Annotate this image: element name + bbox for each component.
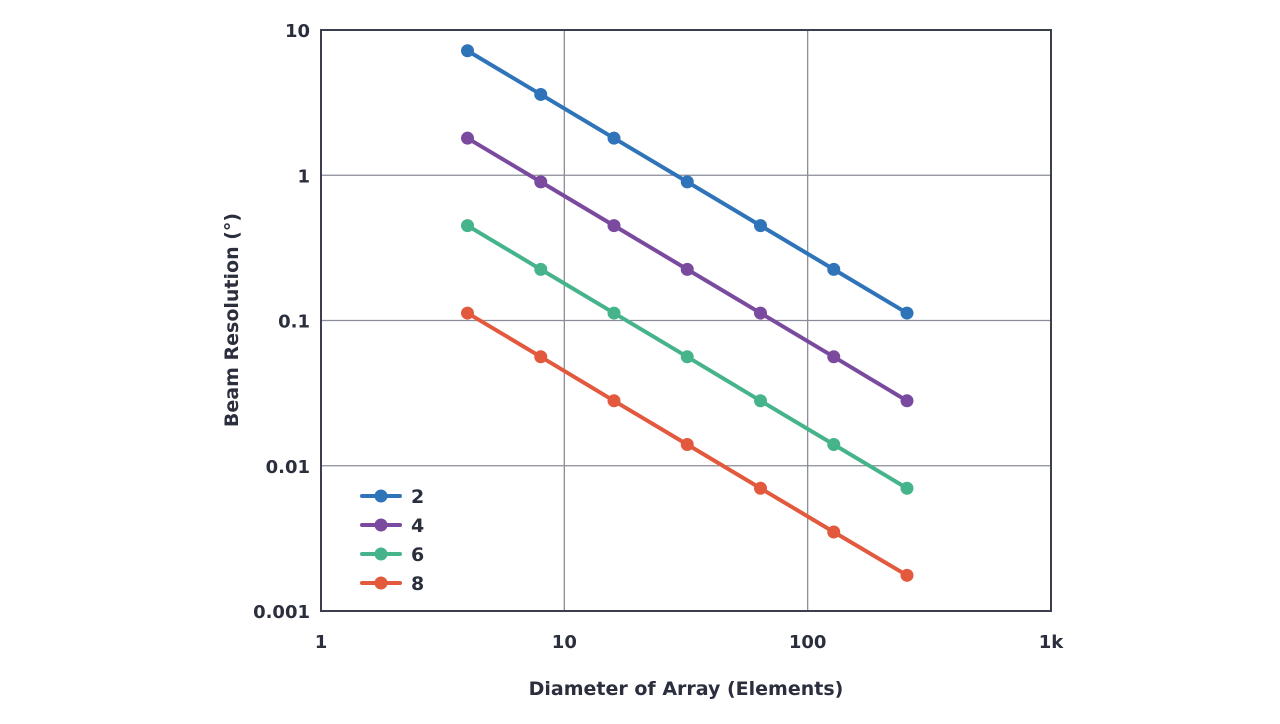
- data-point: [534, 262, 548, 276]
- legend-item-2: 2: [360, 486, 424, 508]
- data-point: [607, 131, 621, 145]
- data-point: [827, 438, 841, 452]
- x-tick-label: 1k: [1039, 632, 1065, 653]
- series-4: [461, 131, 914, 408]
- data-point: [607, 306, 621, 320]
- series-2: [461, 44, 914, 320]
- data-point: [754, 306, 768, 320]
- data-point: [534, 87, 548, 101]
- y-tick-label: 0.01: [266, 457, 310, 478]
- legend-label: 2: [411, 486, 424, 508]
- legend-label: 4: [411, 515, 424, 537]
- grid: [320, 29, 1052, 612]
- data-point: [827, 350, 841, 364]
- data-point: [754, 481, 768, 495]
- data-point: [461, 131, 475, 145]
- data-point: [461, 219, 475, 233]
- data-point: [900, 394, 914, 408]
- x-tick-label: 10: [552, 632, 577, 653]
- data-point: [754, 219, 768, 233]
- legend: 2 4 6 8: [360, 486, 424, 595]
- data-point: [534, 350, 548, 364]
- data-point: [534, 175, 548, 189]
- plot-frame: [320, 29, 1052, 612]
- y-tick-label: 10: [285, 21, 310, 42]
- series-6: [461, 219, 914, 495]
- y-tick-label: 0.001: [253, 602, 310, 623]
- data-point: [680, 175, 694, 189]
- data-point: [754, 394, 768, 408]
- y-tick-label: 0.1: [278, 312, 310, 333]
- data-point: [607, 219, 621, 233]
- legend-marker: [374, 547, 388, 561]
- data-point: [900, 568, 914, 582]
- legend-label: 6: [411, 544, 424, 566]
- data-point: [461, 306, 475, 320]
- legend-item-4: 4: [360, 515, 424, 537]
- data-point: [900, 481, 914, 495]
- x-axis-label: Diameter of Array (Elements): [529, 678, 844, 700]
- legend-item-6: 6: [360, 544, 424, 566]
- data-point: [900, 306, 914, 320]
- data-point: [680, 350, 694, 364]
- legend-marker: [374, 576, 388, 590]
- tick-labels: 1 10 100 1k 10 1 0.1 0.01 0.001: [253, 21, 1064, 653]
- legend-item-8: 8: [360, 573, 424, 595]
- data-point: [680, 438, 694, 452]
- legend-marker: [374, 489, 388, 503]
- data-point: [680, 262, 694, 276]
- legend-label: 8: [411, 573, 424, 595]
- series-group: [461, 44, 914, 582]
- x-tick-label: 1: [315, 632, 328, 653]
- data-point: [827, 262, 841, 276]
- legend-marker: [374, 518, 388, 532]
- y-axis-label: Beam Resolution (°): [221, 213, 243, 427]
- y-tick-label: 1: [297, 166, 310, 187]
- data-point: [461, 44, 475, 58]
- data-point: [607, 394, 621, 408]
- x-tick-label: 100: [789, 632, 827, 653]
- series-8: [461, 306, 914, 582]
- data-point: [827, 525, 841, 539]
